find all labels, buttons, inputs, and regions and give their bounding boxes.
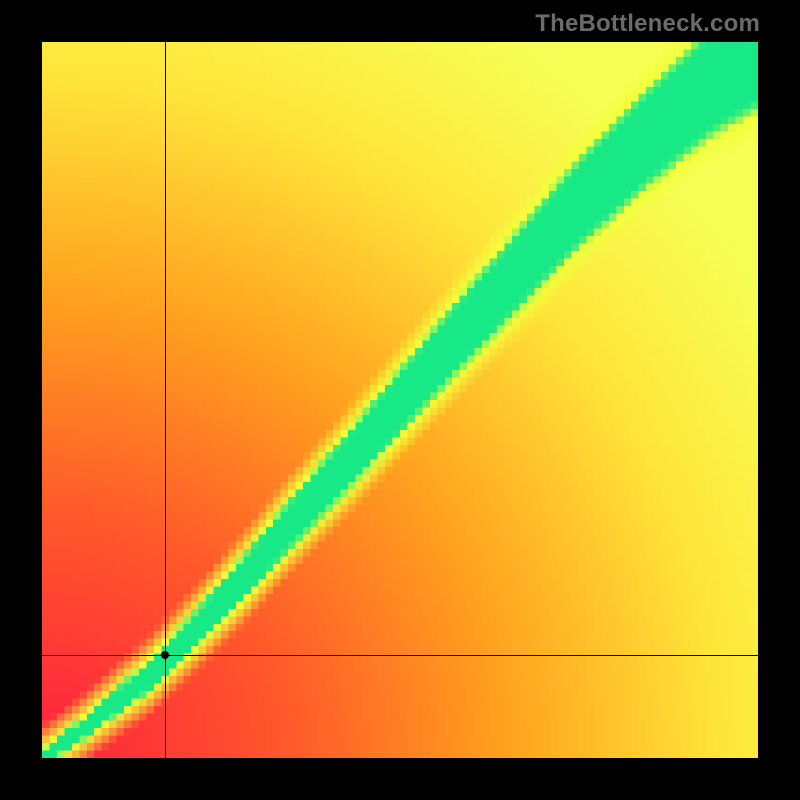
heatmap-canvas — [42, 42, 758, 758]
watermark-label: TheBottleneck.com — [535, 10, 760, 38]
outer-frame: TheBottleneck.com — [0, 0, 800, 800]
heatmap-plot — [42, 42, 758, 758]
